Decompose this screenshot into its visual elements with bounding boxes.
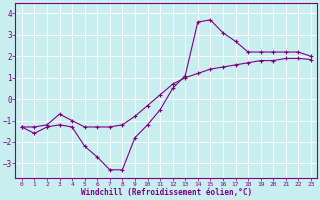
- X-axis label: Windchill (Refroidissement éolien,°C): Windchill (Refroidissement éolien,°C): [81, 188, 252, 197]
